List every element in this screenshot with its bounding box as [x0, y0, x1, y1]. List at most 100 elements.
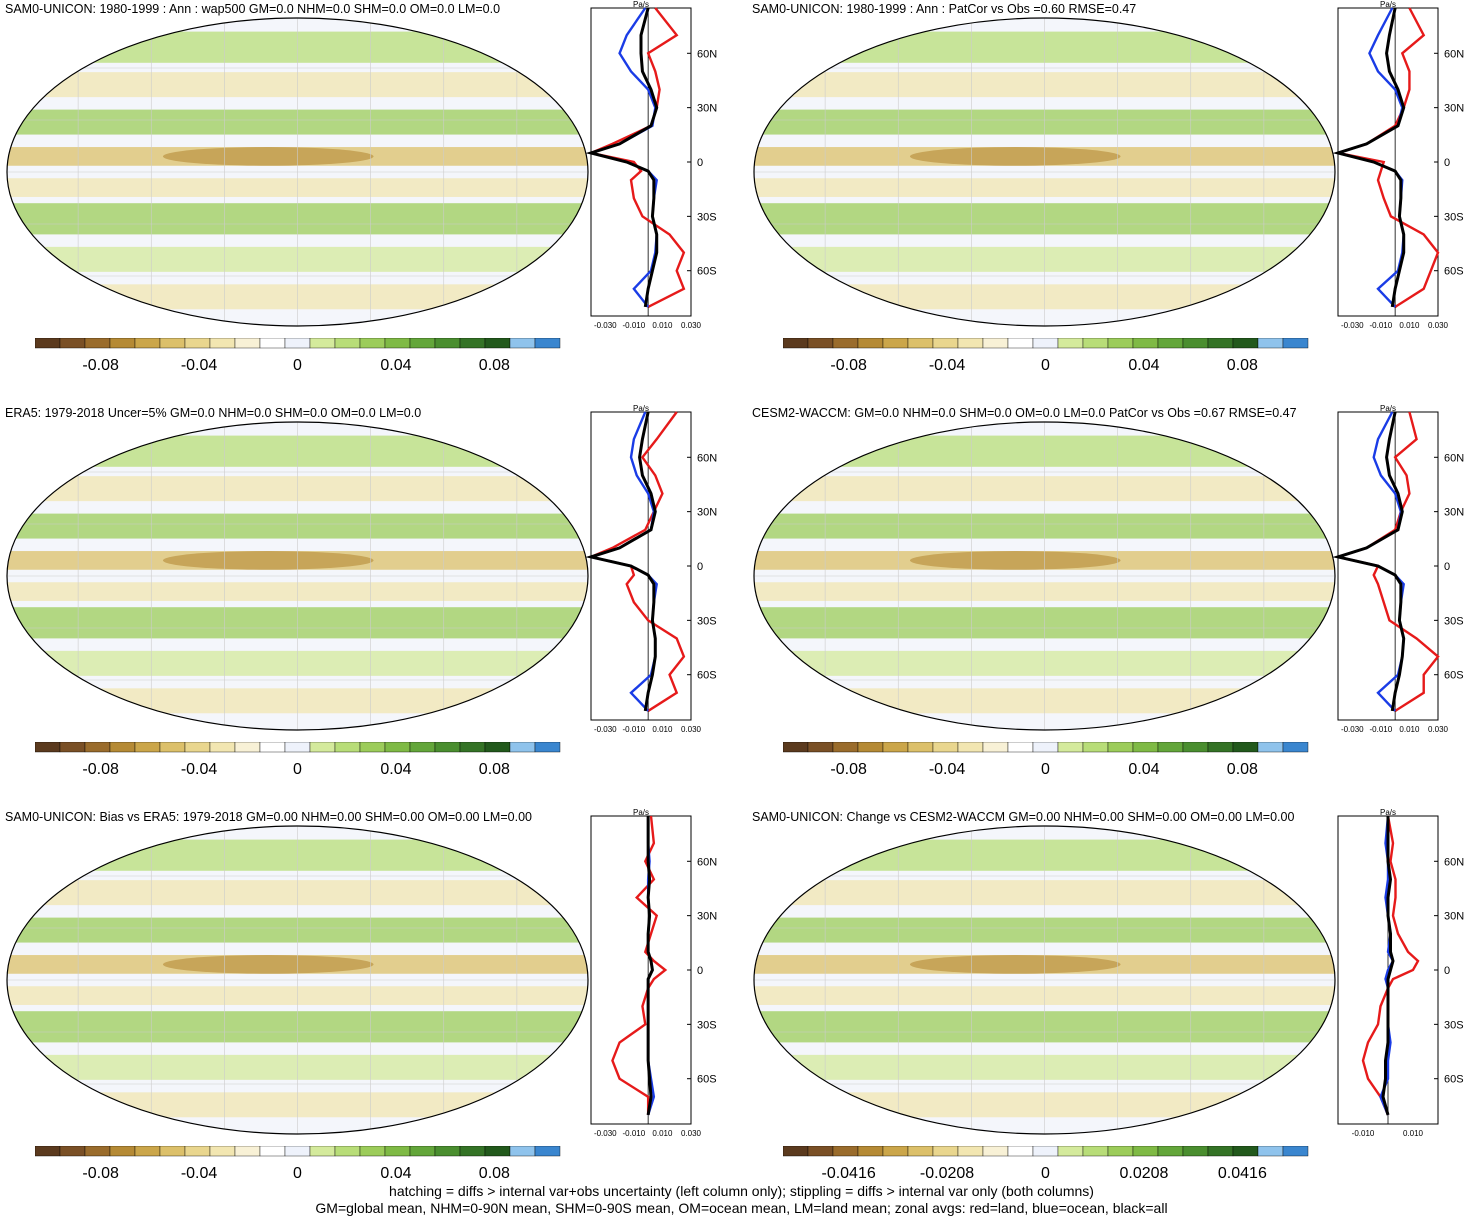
profile-x-tick-label: 0.010: [1399, 725, 1420, 734]
colorbar-swatch: [259, 338, 286, 349]
lat-tick-label: 30S: [697, 211, 717, 223]
colorbar-swatch: [1007, 1146, 1034, 1157]
colorbar-swatch: [184, 1146, 211, 1157]
colorbar-swatch: [309, 1146, 336, 1157]
colorbar-tick-label: 0: [293, 357, 302, 374]
colorbar-tick-label: 0.04: [1128, 761, 1159, 778]
colorbar-swatch: [882, 742, 909, 753]
lat-tick-label: 30S: [1444, 615, 1464, 627]
lat-tick-label: 0: [1444, 157, 1450, 169]
colorbar-swatch: [334, 338, 361, 349]
colorbar-swatch: [1207, 742, 1234, 753]
lat-tick-label: 60N: [697, 48, 717, 60]
lat-tick-label: 0: [697, 965, 703, 977]
colorbar-swatch: [259, 1146, 286, 1157]
colorbar-swatch: [832, 338, 859, 349]
profile-line-land: [1361, 815, 1420, 1116]
lat-tick-label: 30N: [1444, 103, 1464, 115]
colorbar-swatch: [1032, 742, 1059, 753]
colorbar-swatch: [1257, 338, 1284, 349]
colorbar-swatch: [59, 338, 86, 349]
colorbar-swatch: [184, 338, 211, 349]
colorbar-swatch: [857, 338, 884, 349]
colorbar-swatch: [84, 742, 111, 753]
colorbar-swatch: [1282, 338, 1309, 349]
profile-x-tick-label: -0.030: [594, 725, 617, 734]
colorbar-swatch: [534, 338, 561, 349]
colorbar-tick-label: 0.08: [1227, 357, 1258, 374]
colorbar-tick-label: 0.08: [1227, 761, 1258, 778]
panel-title: SAM0-UNICON: Change vs CESM2-WACCM GM=0.…: [752, 810, 1295, 824]
colorbar-tick-label: 0.0416: [1218, 1165, 1267, 1182]
profile-line-ocean: [1333, 7, 1405, 308]
colorbar-tick-label: 0.08: [479, 357, 510, 374]
colorbar-swatch: [384, 338, 411, 349]
panel-title: SAM0-UNICON: 1980-1999 : Ann : PatCor vs…: [752, 2, 1137, 16]
colorbar-swatch: [509, 338, 536, 349]
world-map: [753, 825, 1336, 1135]
colorbar-swatch: [1132, 1146, 1159, 1157]
colorbar: -0.08 -0.04 0 0.04 0.08: [783, 338, 1309, 374]
lat-tick-label: 60S: [697, 1074, 717, 1086]
colorbar-swatch: [1082, 338, 1109, 349]
panel-title: CESM2-WACCM: GM=0.0 NHM=0.0 SHM=0.0 OM=0…: [752, 406, 1297, 420]
colorbar-swatch: [982, 338, 1009, 349]
colorbar-swatch: [1082, 742, 1109, 753]
colorbar-tick-label: 0: [1041, 1165, 1050, 1182]
colorbar-swatch: [1007, 338, 1034, 349]
colorbar-swatch: [159, 742, 186, 753]
panel-title: SAM0-UNICON: 1980-1999 : Ann : wap500 GM…: [5, 2, 501, 16]
colorbar-swatch: [932, 338, 959, 349]
colorbar-swatch: [284, 1146, 311, 1157]
colorbar-swatch: [857, 1146, 884, 1157]
profile-line-all: [1381, 816, 1395, 1116]
lat-tick-label: 60N: [1444, 856, 1464, 868]
colorbar-swatch: [1232, 742, 1259, 753]
colorbar-swatch: [434, 1146, 461, 1157]
colorbar-swatch: [807, 338, 834, 349]
colorbar-swatch: [384, 742, 411, 753]
colorbar-swatch: [434, 742, 461, 753]
profile-unit: Pa/s: [633, 0, 649, 9]
colorbar-swatch: [1157, 338, 1184, 349]
colorbar-swatch: [234, 1146, 261, 1157]
lat-tick-label: 60N: [697, 856, 717, 868]
colorbar-swatch: [1057, 338, 1084, 349]
lat-tick-label: 0: [1444, 561, 1450, 573]
profile-x-tick-label: 0.010: [652, 725, 673, 734]
colorbar-swatch: [134, 742, 161, 753]
profile-x-tick-label: -0.030: [594, 1129, 617, 1138]
colorbar-swatch: [434, 338, 461, 349]
colorbar-swatch: [309, 338, 336, 349]
colorbar-tick-label: -0.04: [929, 761, 966, 778]
colorbar-swatch: [1157, 1146, 1184, 1157]
colorbar-tick-label: 0.04: [380, 1165, 411, 1182]
colorbar: -0.0416 -0.0208 0 0.0208 0.0416: [783, 1146, 1309, 1182]
colorbar-tick-label: -0.0208: [920, 1165, 974, 1182]
colorbar-swatch: [384, 1146, 411, 1157]
colorbar-swatch: [1232, 338, 1259, 349]
colorbar-tick-label: 0.08: [479, 761, 510, 778]
lat-tick-label: 30S: [1444, 1019, 1464, 1031]
colorbar-swatch: [59, 1146, 86, 1157]
profile-x-tick-label: 0.030: [681, 1129, 702, 1138]
colorbar-swatch: [1082, 1146, 1109, 1157]
colorbar-swatch: [159, 338, 186, 349]
profile-x-tick-label: -0.030: [594, 321, 617, 330]
colorbar-swatch: [1282, 742, 1309, 753]
colorbar-swatch: [534, 1146, 561, 1157]
colorbar-swatch: [509, 742, 536, 753]
colorbar-swatch: [209, 742, 236, 753]
colorbar-swatch: [1207, 338, 1234, 349]
colorbar-swatch: [1182, 1146, 1209, 1157]
profile-x-tick-label: -0.030: [1341, 725, 1364, 734]
profile-line-ocean: [586, 411, 658, 712]
colorbar-swatch: [907, 1146, 934, 1157]
panel-title: ERA5: 1979-2018 Uncer=5% GM=0.0 NHM=0.0 …: [5, 406, 422, 420]
colorbar-swatch: [134, 338, 161, 349]
colorbar-swatch: [459, 338, 486, 349]
profile-unit: Pa/s: [633, 404, 649, 413]
zonal-profile: Pa/s 60N 30N 0 30S 60S -0.030 -0.010 0.010 0.030: [590, 808, 717, 1138]
colorbar-tick-label: 0: [293, 1165, 302, 1182]
colorbar-tick-label: 0: [1041, 357, 1050, 374]
